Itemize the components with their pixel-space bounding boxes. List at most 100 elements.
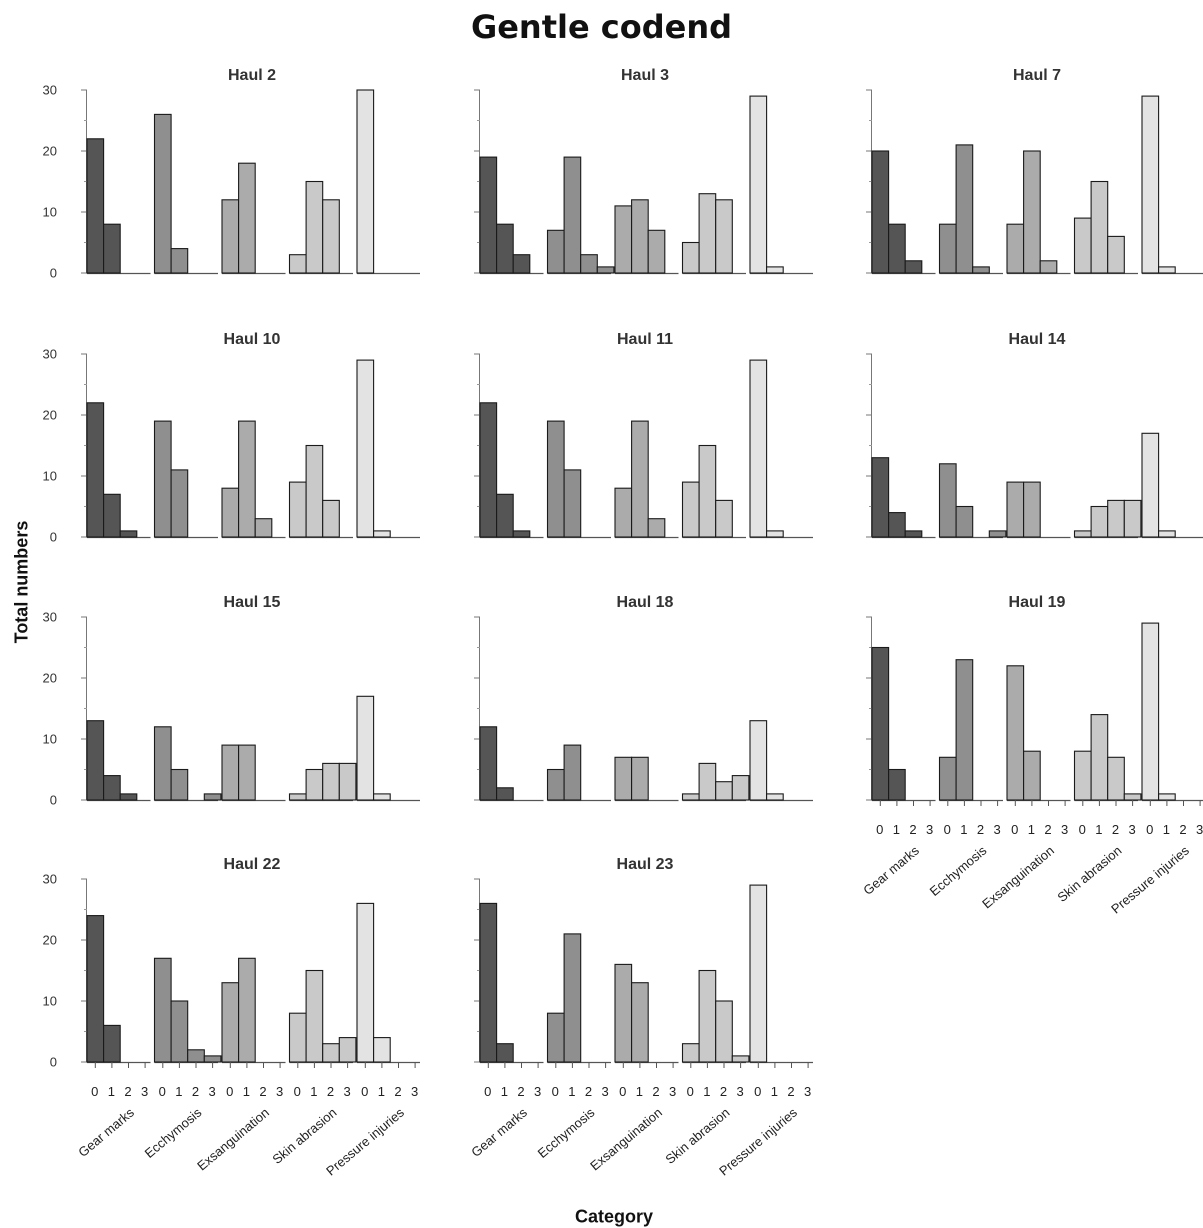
group-label: Exsanguination xyxy=(979,843,1057,912)
bar xyxy=(86,720,105,801)
bar xyxy=(614,963,633,1063)
y-tick-label: 0 xyxy=(50,266,57,281)
bar xyxy=(647,229,666,274)
x-tick-label: 0 xyxy=(1146,822,1154,837)
bar xyxy=(1123,793,1142,801)
bar xyxy=(356,902,375,1063)
x-axis-title: Category xyxy=(574,1206,654,1227)
bar xyxy=(563,744,582,801)
bar xyxy=(631,982,649,1063)
bar xyxy=(103,223,121,274)
x-tick-label: 3 xyxy=(804,1084,812,1099)
bar xyxy=(596,266,615,274)
bar xyxy=(1107,499,1125,538)
bar xyxy=(322,762,340,801)
panel-title: Haul 2 xyxy=(228,67,276,84)
bar xyxy=(1006,223,1025,274)
x-tick-label: 1 xyxy=(1028,822,1036,837)
bar xyxy=(715,499,733,538)
x-tick-label: 3 xyxy=(601,1084,609,1099)
x-tick-label: 3 xyxy=(926,822,934,837)
bar xyxy=(766,793,784,801)
panel-haul-15: Haul 15 0 10 20 30 xyxy=(43,594,420,808)
bar xyxy=(749,359,768,538)
bar xyxy=(871,457,890,538)
bar xyxy=(86,915,105,1063)
panel-haul-3: Haul 3 xyxy=(474,67,813,275)
bar xyxy=(288,481,307,538)
y-tick-label: 0 xyxy=(50,1055,57,1070)
x-tick-label: 3 xyxy=(669,1084,677,1099)
x-tick-label: 2 xyxy=(720,1084,728,1099)
bar xyxy=(1023,150,1041,274)
bar xyxy=(749,95,768,274)
y-tick-label: 10 xyxy=(43,994,57,1009)
bar xyxy=(479,402,498,538)
bar xyxy=(938,756,957,801)
bar xyxy=(698,762,717,801)
y-tick-label: 30 xyxy=(43,347,57,362)
bar xyxy=(563,156,582,274)
x-tick-label: 0 xyxy=(226,1084,234,1099)
bar xyxy=(153,113,172,274)
bar xyxy=(153,957,172,1063)
bar xyxy=(322,199,340,274)
group-label: Ecchymosis xyxy=(535,1104,598,1160)
bar xyxy=(203,793,222,801)
bar xyxy=(546,229,565,274)
bar xyxy=(1141,95,1160,274)
group-label: Skin abrasion xyxy=(662,1105,732,1167)
group-label: Exsanguination xyxy=(194,1105,272,1174)
bar xyxy=(479,902,498,1063)
x-tick-label: 3 xyxy=(208,1084,216,1099)
bar xyxy=(955,659,974,801)
y-tick-label: 10 xyxy=(43,205,57,220)
bar xyxy=(1141,432,1160,538)
bar xyxy=(681,241,700,274)
x-tick-label: 2 xyxy=(585,1084,593,1099)
bar xyxy=(1023,481,1041,538)
bar xyxy=(546,768,565,801)
bar xyxy=(1158,793,1176,801)
x-tick-label: 2 xyxy=(652,1084,660,1099)
bar xyxy=(614,205,633,274)
x-tick-label: 2 xyxy=(259,1084,267,1099)
group-label: Gear marks xyxy=(468,1104,530,1159)
y-tick-label: 30 xyxy=(43,83,57,98)
x-tick-label: 2 xyxy=(517,1084,525,1099)
bar xyxy=(103,493,121,538)
bar xyxy=(356,359,375,538)
bar xyxy=(871,646,890,801)
x-tick-label: 1 xyxy=(378,1084,386,1099)
bar xyxy=(614,487,633,538)
x-tick-label: 3 xyxy=(993,822,1001,837)
y-tick-label: 20 xyxy=(43,671,57,686)
bar xyxy=(288,254,307,274)
x-tick-label: 3 xyxy=(736,1084,744,1099)
bar xyxy=(479,726,498,801)
bar xyxy=(731,1055,750,1063)
bar xyxy=(170,768,189,801)
x-tick-label: 2 xyxy=(192,1084,200,1099)
panel-haul-18: Haul 18 xyxy=(474,594,813,802)
panel-title: Haul 22 xyxy=(224,856,281,873)
bar xyxy=(681,1043,700,1063)
x-tick-label: 1 xyxy=(636,1084,644,1099)
panel-title: Haul 3 xyxy=(621,67,669,84)
panel-title: Haul 19 xyxy=(1009,594,1066,611)
bar xyxy=(238,957,256,1063)
x-tick-label: 1 xyxy=(175,1084,183,1099)
x-tick-label: 1 xyxy=(960,822,968,837)
bar xyxy=(972,266,990,274)
bar xyxy=(496,787,514,801)
panel-haul-2: Haul 2 0 10 20 30 xyxy=(43,67,420,281)
bar xyxy=(546,420,565,538)
bar xyxy=(631,756,649,801)
x-tick-label: 0 xyxy=(1011,822,1019,837)
x-tick-label: 1 xyxy=(1095,822,1103,837)
bar xyxy=(681,793,700,801)
x-tick-label: 0 xyxy=(484,1084,492,1099)
x-tick-label: 0 xyxy=(294,1084,302,1099)
